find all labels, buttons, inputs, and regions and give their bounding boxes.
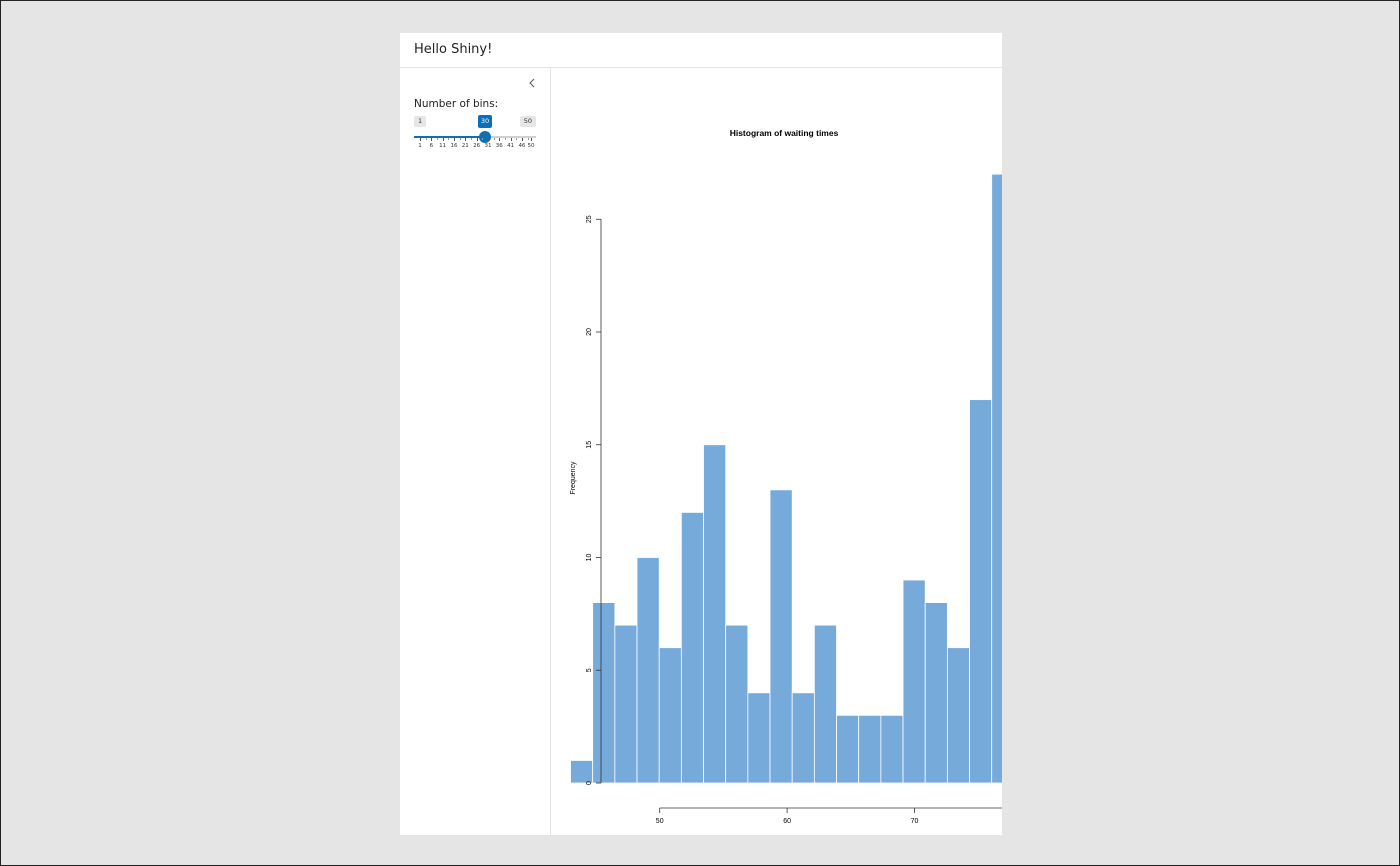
histogram-bar (858, 714, 882, 784)
slider-tick-label: 46 (518, 143, 526, 149)
slider-minor-tick (493, 138, 495, 140)
y-tick-label: 15 (586, 441, 593, 449)
slider-tick-label: 1 (418, 143, 422, 149)
chevron-left-icon[interactable] (525, 75, 539, 89)
x-tick-label: 70 (911, 818, 919, 825)
histogram-bar (570, 760, 594, 784)
histogram-bar (813, 624, 837, 784)
slider-tick-label: 21 (461, 143, 469, 149)
slider-tick (453, 138, 455, 141)
slider-minor-tick (527, 138, 529, 140)
slider-tick (465, 138, 467, 141)
y-tick-label: 25 (586, 215, 593, 223)
slider-tick-label: 11 (439, 143, 447, 149)
slider-grid: 1 6 11 16 21 26 31 36 41 46 50 (414, 138, 538, 154)
slider-minor-tick (459, 138, 461, 140)
chart-title: Histogram of waiting times (730, 128, 839, 138)
slider-tick (476, 138, 478, 141)
slider-min-label: 1 (414, 116, 427, 127)
sidebar: Number of bins: 1 50 30 1 6 11 16 21 26 31 36 41… (400, 68, 551, 835)
slider-tick-label: 26 (473, 143, 481, 149)
slider-fill (414, 136, 485, 138)
app-header: Hello Shiny! (400, 33, 1002, 68)
slider-tick (487, 138, 489, 141)
main-panel: Histogram of waiting times 0 5 10 15 20 25 Freq… (551, 68, 1002, 835)
slider-tick-label: 41 (507, 143, 515, 149)
slider-tick-label: 50 (527, 143, 535, 149)
histogram-bar (991, 173, 1002, 784)
slider-max-label: 50 (519, 116, 536, 127)
slider-tick-label: 6 (429, 143, 434, 149)
slider-minor-tick (504, 138, 506, 140)
slider-minor-tick (448, 138, 450, 140)
histogram-bar (836, 714, 860, 784)
slider-tick (420, 138, 421, 141)
histogram-bar (769, 489, 793, 784)
slider-minor-tick (516, 138, 518, 140)
slider-tick (510, 138, 512, 141)
histogram-bar (703, 444, 727, 784)
slider-tick-label: 31 (484, 143, 492, 149)
x-tick-label: 60 (783, 818, 791, 825)
slider-tick (499, 138, 501, 141)
histogram-bar (924, 602, 948, 784)
y-tick-label: 0 (586, 781, 593, 785)
histogram-bar (902, 579, 926, 784)
histogram-plot: Histogram of waiting times 0 5 10 15 20 25 Freq… (570, 128, 1002, 825)
y-tick-label: 10 (586, 554, 593, 562)
slider-tick-label: 36 (495, 143, 503, 149)
histogram-bar (969, 399, 993, 784)
slider-tick (531, 138, 532, 141)
histogram-bar (946, 647, 970, 784)
slider-tick (431, 138, 433, 141)
slider-value-label: 30 (478, 115, 492, 128)
slider-minor-tick (482, 138, 484, 140)
histogram-bar (658, 647, 682, 784)
bins-input-label: Number of bins: (414, 98, 499, 110)
slider-tick (521, 138, 523, 141)
slider-minor-tick (425, 138, 427, 140)
x-tick-label: 50 (656, 818, 664, 825)
histogram-bar (614, 624, 638, 784)
slider-tick (442, 138, 444, 141)
y-tick-label: 20 (586, 328, 593, 336)
histogram-bar (747, 692, 771, 784)
histogram-bar (791, 692, 815, 784)
slider-tick-label: 16 (450, 143, 458, 149)
y-axis-label: Frequency (570, 461, 577, 495)
slider-minor-tick (470, 138, 472, 140)
histogram-bar (725, 624, 749, 784)
y-tick-label: 5 (586, 668, 593, 672)
histogram-bar (680, 511, 704, 784)
slider-minor-tick (436, 138, 438, 140)
histogram-bar (880, 714, 904, 784)
app-title: Hello Shiny! (414, 42, 493, 57)
bins-slider[interactable]: 1 50 30 1 6 11 16 21 26 31 36 41 46 50 (414, 115, 538, 156)
histogram-bar (636, 557, 660, 784)
histogram-bar (592, 602, 616, 784)
